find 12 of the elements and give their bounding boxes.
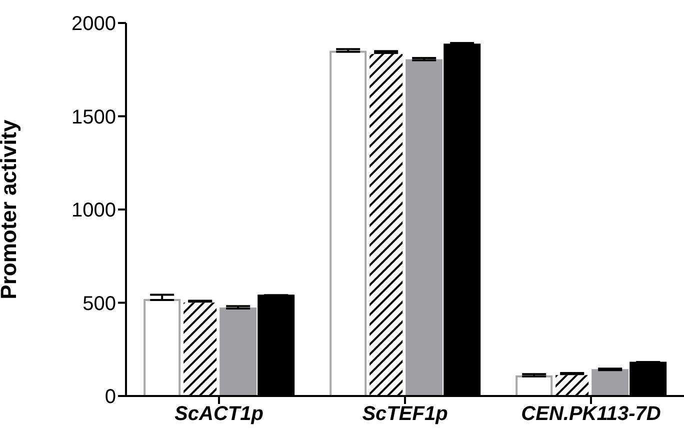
y-tick-label: 1000 [72, 200, 116, 222]
bar [220, 308, 257, 396]
x-tick-label: CEN.PK113-7D [521, 403, 661, 426]
bar [406, 59, 443, 396]
y-axis-title: Promoter activity [0, 118, 21, 300]
y-tick-label: 1500 [72, 106, 116, 128]
y-tick-label: 0 [104, 386, 116, 408]
x-tick-label: ScACT1p [174, 403, 264, 426]
y-tick-label: 2000 [72, 13, 116, 36]
x-tick-label: ScTEF1p [362, 403, 448, 426]
y-tick-label: 500 [82, 292, 116, 315]
bar [592, 369, 629, 396]
